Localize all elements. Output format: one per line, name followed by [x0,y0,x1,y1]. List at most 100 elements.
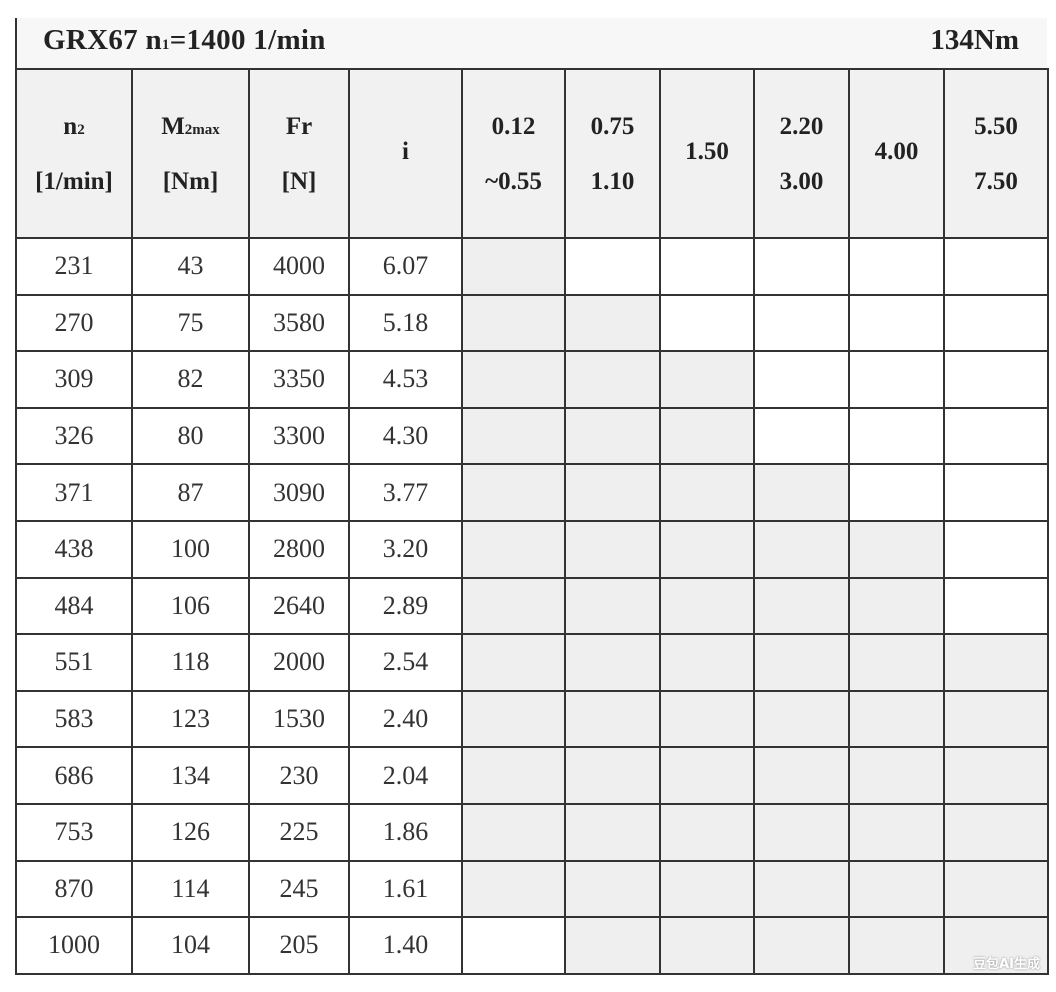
power-cell-available [848,802,945,862]
power-cell-empty [753,406,850,466]
table-row: 309 82 3350 4.53 [15,350,1049,409]
cell-m2max: 82 [131,350,250,409]
header-text: 4.00 [874,138,919,165]
gearbox-spec-table: n2 [1/min] M2max [Nm] Fr [N] i 0.12 ~0.55 0.75 1.1… [15,68,1049,975]
cell-n2: 583 [15,689,133,749]
power-cell-available [943,746,1049,805]
table-title-bar: GRX67 n1=1400 1/min 134Nm [15,18,1047,68]
cell-fr: 3580 [248,293,350,353]
table-row: 583 123 1530 2.40 [15,689,1049,749]
power-cell-available [848,519,945,579]
cell-m2max: 43 [131,237,250,296]
cell-i: 3.20 [348,519,463,579]
cell-fr: 245 [248,859,350,919]
column-header: 4.00 [848,68,945,239]
power-cell-empty [659,237,755,296]
power-cell-empty [848,237,945,296]
power-cell-available [564,746,661,805]
header-text: 0.12 [491,112,536,140]
power-cell-available [659,519,755,579]
power-cell-available [564,406,661,466]
header-line1: 1.50 [661,126,753,181]
cell-fr: 2800 [248,519,350,579]
power-cell-available [848,859,945,919]
cell-fr: 3300 [248,406,350,466]
power-cell-available [461,689,566,749]
cell-n2: 551 [15,633,133,692]
header-subscript: 2 [77,121,85,138]
power-cell-empty [943,519,1049,579]
cell-n2: 753 [15,802,133,862]
power-cell-empty [848,293,945,353]
header-text: M [161,112,185,140]
power-cell-available [943,633,1049,692]
power-cell-available [564,463,661,522]
power-cell-available [659,576,755,636]
cell-fr: 3090 [248,463,350,522]
watermark: 豆包AI生成 [973,957,1040,972]
header-line1: i [350,126,461,181]
cell-m2max: 104 [131,916,250,975]
power-cell-empty [848,463,945,522]
power-cell-available [461,237,566,296]
power-cell-available [943,802,1049,862]
title-speed: =1400 1/min [169,24,326,56]
power-cell-available [564,633,661,692]
table-row: 484 106 2640 2.89 [15,576,1049,636]
power-cell-available [848,576,945,636]
cell-n2: 484 [15,576,133,636]
power-cell-available [564,859,661,919]
header-line1: M2max [133,101,248,156]
header-line1: Fr [250,101,348,156]
cell-n2: 1000 [15,916,133,975]
cell-n2: 326 [15,406,133,466]
cell-i: 4.30 [348,406,463,466]
power-cell-available [659,802,755,862]
power-cell-available [564,689,661,749]
header-line1: 0.75 [566,101,659,156]
cell-fr: 2000 [248,633,350,692]
header-line2: ~0.55 [485,167,542,195]
cell-m2max: 106 [131,576,250,636]
header-line1: 5.50 [945,101,1047,156]
cell-n2: 686 [15,746,133,805]
cell-fr: 225 [248,802,350,862]
cell-fr: 1530 [248,689,350,749]
header-line2: [Nm] [162,167,219,195]
power-cell-empty [564,237,661,296]
power-cell-available [659,859,755,919]
cell-m2max: 118 [131,633,250,692]
power-cell-empty [943,463,1049,522]
table-row: 326 80 3300 4.30 [15,406,1049,466]
power-cell-empty [659,293,755,353]
column-header: i [348,68,463,239]
column-header: 2.20 3.00 [753,68,850,239]
cell-i: 4.53 [348,350,463,409]
cell-n2: 270 [15,293,133,353]
cell-i: 6.07 [348,237,463,296]
cell-fr: 230 [248,746,350,805]
header-text: i [402,138,409,165]
title-torque: 134Nm [930,24,1019,56]
power-cell-empty [753,293,850,353]
power-cell-empty [943,237,1049,296]
column-header: Fr [N] [248,68,350,239]
header-line2: 3.00 [779,167,824,195]
power-cell-available [753,916,850,975]
cell-m2max: 75 [131,293,250,353]
power-cell-empty [848,406,945,466]
power-cell-available [564,519,661,579]
header-subscript: 2max [184,121,220,138]
title-subscript: 1 [161,37,170,53]
column-header: 0.75 1.10 [564,68,661,239]
header-text: Fr [285,112,313,140]
cell-n2: 371 [15,463,133,522]
power-cell-available [461,463,566,522]
power-cell-available [461,859,566,919]
power-cell-empty [753,350,850,409]
power-cell-available [753,633,850,692]
title-model: GRX67 n [43,24,162,56]
power-cell-available [564,576,661,636]
power-cell-empty [943,350,1049,409]
power-cell-available [461,406,566,466]
